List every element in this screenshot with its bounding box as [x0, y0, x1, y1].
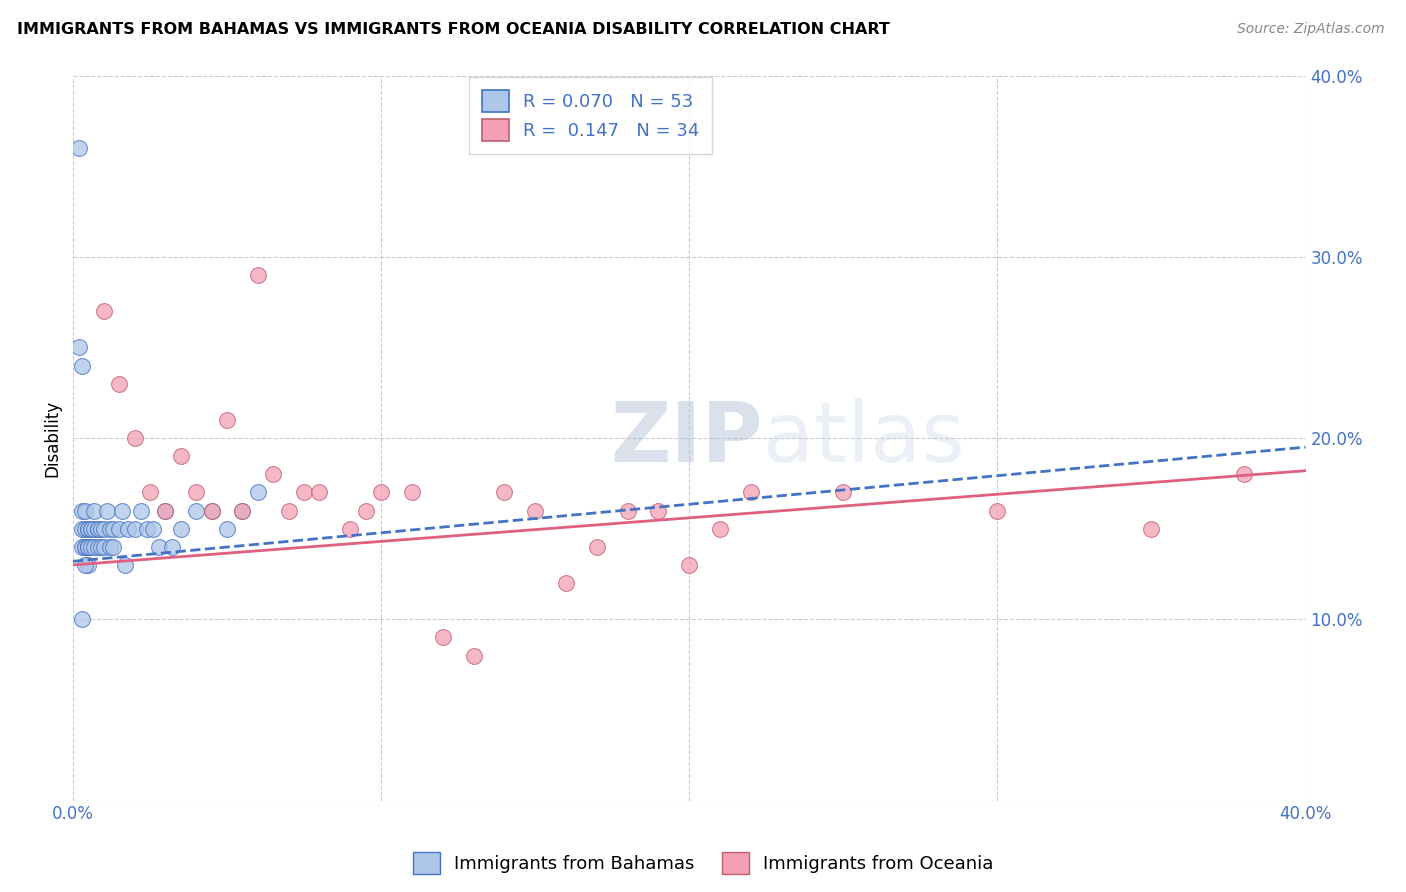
Point — [246, 485, 269, 500]
Point — [70, 359, 93, 373]
Point — [160, 540, 183, 554]
Point — [832, 485, 855, 500]
Point — [155, 503, 177, 517]
Point — [246, 268, 269, 282]
Point — [354, 503, 377, 517]
Point — [370, 485, 392, 500]
Point — [616, 503, 638, 517]
Point — [75, 522, 97, 536]
Point — [77, 540, 100, 554]
Point — [67, 340, 90, 354]
Point — [401, 485, 423, 500]
Point — [148, 540, 170, 554]
Point — [93, 522, 115, 536]
Point — [90, 540, 112, 554]
Point — [80, 540, 103, 554]
Point — [524, 503, 547, 517]
Point — [200, 503, 222, 517]
Text: atlas: atlas — [763, 398, 965, 479]
Point — [77, 540, 100, 554]
Point — [77, 522, 100, 536]
Point — [215, 522, 238, 536]
Point — [77, 558, 100, 572]
Point — [80, 522, 103, 536]
Point — [339, 522, 361, 536]
Point — [432, 631, 454, 645]
Point — [308, 485, 330, 500]
Point — [93, 540, 115, 554]
Point — [117, 522, 139, 536]
Point — [170, 449, 193, 463]
Point — [200, 503, 222, 517]
Point — [96, 503, 118, 517]
Point — [101, 522, 124, 536]
Point — [555, 576, 578, 591]
Point — [77, 540, 100, 554]
Point — [86, 522, 108, 536]
Point — [114, 558, 136, 572]
Point — [70, 522, 93, 536]
Point — [77, 522, 100, 536]
Point — [111, 503, 134, 517]
Legend: R = 0.070   N = 53, R =  0.147   N = 34: R = 0.070 N = 53, R = 0.147 N = 34 — [470, 78, 713, 153]
Point — [709, 522, 731, 536]
Point — [70, 540, 93, 554]
Y-axis label: Disability: Disability — [44, 400, 60, 476]
Point — [740, 485, 762, 500]
Point — [142, 522, 165, 536]
Point — [135, 522, 157, 536]
Point — [585, 540, 607, 554]
Point — [90, 522, 112, 536]
Point — [170, 522, 193, 536]
Point — [75, 540, 97, 554]
Point — [108, 522, 131, 536]
Point — [93, 304, 115, 318]
Point — [98, 522, 121, 536]
Text: ZIP: ZIP — [610, 398, 763, 479]
Point — [155, 503, 177, 517]
Point — [83, 503, 105, 517]
Point — [1233, 467, 1256, 482]
Point — [277, 503, 299, 517]
Point — [124, 431, 146, 445]
Point — [83, 522, 105, 536]
Point — [231, 503, 253, 517]
Point — [70, 612, 93, 626]
Text: IMMIGRANTS FROM BAHAMAS VS IMMIGRANTS FROM OCEANIA DISABILITY CORRELATION CHART: IMMIGRANTS FROM BAHAMAS VS IMMIGRANTS FR… — [17, 22, 890, 37]
Point — [231, 503, 253, 517]
Point — [647, 503, 669, 517]
Point — [124, 522, 146, 536]
Point — [86, 522, 108, 536]
Point — [463, 648, 485, 663]
Point — [292, 485, 315, 500]
Point — [75, 503, 97, 517]
Point — [108, 376, 131, 391]
Point — [494, 485, 516, 500]
Point — [86, 540, 108, 554]
Point — [70, 503, 93, 517]
Legend: Immigrants from Bahamas, Immigrants from Oceania: Immigrants from Bahamas, Immigrants from… — [404, 843, 1002, 883]
Point — [75, 558, 97, 572]
Point — [80, 522, 103, 536]
Point — [98, 540, 121, 554]
Point — [101, 540, 124, 554]
Point — [129, 503, 152, 517]
Point — [986, 503, 1008, 517]
Point — [262, 467, 284, 482]
Text: Source: ZipAtlas.com: Source: ZipAtlas.com — [1237, 22, 1385, 37]
Point — [186, 503, 208, 517]
Point — [678, 558, 700, 572]
Point — [83, 540, 105, 554]
Point — [67, 141, 90, 155]
Point — [186, 485, 208, 500]
Point — [75, 540, 97, 554]
Point — [215, 413, 238, 427]
Point — [139, 485, 162, 500]
Point — [1140, 522, 1163, 536]
